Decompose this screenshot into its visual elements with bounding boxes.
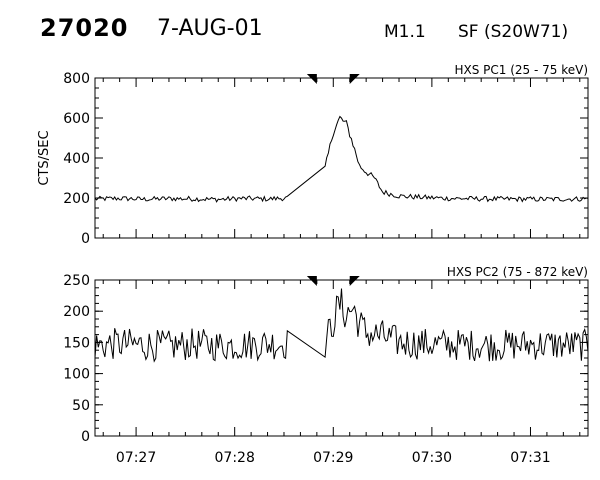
y-tick-label: 600 bbox=[63, 111, 90, 127]
panel-2-title: HXS PC2 (75 - 872 keV) bbox=[447, 265, 588, 279]
panel-1-frame bbox=[94, 77, 589, 239]
y-tick-label: 400 bbox=[63, 151, 90, 167]
panel-1-title: HXS PC1 (25 - 75 keV) bbox=[454, 63, 588, 77]
y-tick-label: 200 bbox=[63, 191, 90, 207]
x-tick-label: 07:28 bbox=[215, 450, 255, 466]
y-axis-label: CTS/SEC bbox=[37, 130, 52, 185]
time-marker bbox=[349, 276, 360, 286]
panel-1-series-line bbox=[94, 115, 589, 203]
flare-location: SF (S20W71) bbox=[458, 22, 569, 42]
event-date: 7-AUG-01 bbox=[157, 16, 263, 41]
flare-class: M1.1 bbox=[384, 22, 426, 42]
y-tick-label: 50 bbox=[72, 398, 90, 414]
y-tick-label: 250 bbox=[63, 273, 90, 289]
time-marker bbox=[306, 74, 317, 84]
y-tick-label: 100 bbox=[63, 367, 90, 383]
y-tick-label: 800 bbox=[63, 71, 90, 87]
y-tick-label: 200 bbox=[63, 304, 90, 320]
y-tick-label: 0 bbox=[81, 429, 90, 445]
x-tick-label: 07:30 bbox=[412, 450, 452, 466]
panel-2-series-line bbox=[94, 288, 589, 363]
event-id: 27020 bbox=[40, 14, 129, 42]
y-tick-label: 150 bbox=[63, 335, 90, 351]
x-tick-label: 07:31 bbox=[510, 450, 550, 466]
y-tick-label: 0 bbox=[81, 231, 90, 247]
time-marker bbox=[349, 74, 360, 84]
x-tick-label: 07:27 bbox=[116, 450, 156, 466]
time-marker bbox=[306, 276, 317, 286]
x-tick-label: 07:29 bbox=[313, 450, 353, 466]
